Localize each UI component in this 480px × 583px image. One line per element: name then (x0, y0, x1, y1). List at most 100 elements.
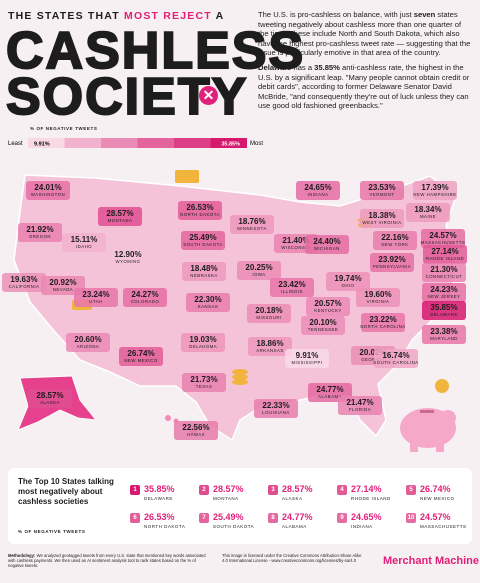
state-value: 21.30% (430, 265, 457, 274)
state-name: ARIZONA (77, 344, 100, 349)
top10-item: 7 25.49% SOUTH DAKOTA (199, 512, 267, 534)
state-name: CALIFORNIA (9, 284, 40, 289)
state-name: MONTANA (108, 218, 133, 223)
intro-run: has a (291, 62, 315, 72)
state-tile (98, 207, 142, 226)
state-value: 12.90% (114, 250, 141, 259)
state-value: 24.77% (316, 385, 343, 394)
state-tile (247, 304, 291, 323)
state-tile (413, 181, 457, 200)
state-name: ILLINOIS (281, 289, 303, 294)
top10-state: ALASKA (282, 496, 303, 501)
state-value: 26.74% (127, 349, 154, 358)
state-tile (356, 288, 400, 307)
rank-badge: 6 (130, 513, 140, 523)
intro-run: states tweeting negatively about cashles… (258, 10, 471, 58)
title-run: MOST REJECT (124, 10, 212, 22)
state-name: MISSOURI (256, 315, 281, 320)
state-value: 20.92% (49, 278, 76, 287)
top10-state: MONTANA (213, 496, 239, 501)
top10-item: 10 24.57% MASSACHUSETTS (406, 512, 474, 534)
rank-badge: 2 (199, 485, 209, 495)
top10-value: 24.65% (351, 512, 382, 522)
state-value: 19.74% (334, 274, 361, 283)
state-value: 19.03% (189, 335, 216, 344)
state-value: 24.65% (304, 183, 331, 192)
intro-run: 35.85% (314, 62, 340, 72)
state-tile (360, 181, 404, 200)
legend-min: 9.91% (34, 142, 50, 148)
intro-text: The U.S. is pro-cashless on balance, wit… (258, 10, 472, 116)
state-name: LOUISIANA (262, 410, 289, 415)
state-value: 16.74% (382, 351, 409, 360)
state-tile (181, 231, 225, 250)
top10-item: 3 28.57% ALASKA (268, 484, 336, 506)
methodology-label: Methodology: (8, 553, 36, 558)
state-tile (305, 235, 349, 254)
top10-state: NORTH DAKOTA (144, 524, 186, 529)
state-name: ARKANSAS (256, 348, 283, 353)
legend-title: % OF NEGATIVE TWEETS (30, 126, 98, 131)
rank-badge: 10 (406, 513, 416, 523)
state-tile (423, 245, 467, 264)
state-name: VIRGINIA (367, 299, 390, 304)
state-tile (361, 313, 405, 332)
state-name: MAINE (420, 214, 436, 219)
title-line: THE STATES THAT MOST REJECT A (8, 10, 224, 22)
state-name: SOUTH CAROLINA (373, 360, 418, 365)
state-name: CONNECTICUT (426, 274, 463, 279)
top10-item: 4 27.14% RHODE ISLAND (337, 484, 405, 506)
top10-state: INDIANA (351, 524, 373, 529)
state-tile (373, 231, 417, 250)
top10-value: 27.14% (351, 484, 382, 494)
state-value: 17.39% (421, 183, 448, 192)
state-name: RHODE ISLAND (426, 256, 464, 261)
state-tile (182, 262, 226, 281)
state-value: 23.24% (82, 290, 109, 299)
legend-swatch (174, 138, 211, 148)
state-tile (174, 421, 218, 440)
state-value: 35.85% (430, 303, 457, 312)
state-tile (370, 253, 414, 272)
state-value: 20.57% (314, 299, 341, 308)
state-value: 23.38% (430, 327, 457, 336)
state-name: UTAH (89, 299, 102, 304)
state-value: 23.92% (378, 255, 405, 264)
top10-state: NEW MEXICO (420, 496, 455, 501)
top10-state: DELAWARE (144, 496, 173, 501)
state-tile (421, 229, 465, 248)
top10-state: ALABAMA (282, 524, 307, 529)
state-name: HAWAII (187, 432, 205, 437)
intro-run: seven (413, 10, 436, 19)
state-name: OREGON (29, 234, 51, 239)
state-name: OKLAHOMA (189, 344, 217, 349)
state-tile (18, 223, 62, 242)
state-name: MISSISSIPPI (291, 360, 322, 365)
state-value: 24.27% (131, 290, 158, 299)
state-value: 18.48% (190, 264, 217, 273)
state-tile (186, 293, 230, 312)
state-name: NEW JERSEY (428, 294, 461, 299)
legend-max: 35.85% (221, 142, 240, 148)
top10-item: 8 24.77% ALABAMA (268, 512, 336, 534)
state-tile (374, 349, 418, 368)
state-name: WEST VIRGINIA (363, 220, 402, 225)
legend-swatch (210, 138, 247, 148)
state-name: NEW YORK (381, 242, 408, 247)
top10-item: 1 35.85% DELAWARE (130, 484, 198, 506)
state-value: 18.38% (368, 211, 395, 220)
legend-swatch (64, 138, 101, 148)
state-tile (230, 215, 274, 234)
state-tile (123, 288, 167, 307)
intro-run: anti-cashless rate, the highest in the U… (258, 62, 470, 111)
big-title: CASHLESS (5, 22, 306, 80)
state-name: ALABAMA (318, 394, 342, 399)
state-name: WISCONSIN (281, 245, 310, 250)
state-tile (338, 396, 382, 415)
state-value: 19.60% (364, 290, 391, 299)
state-value: 21.92% (26, 225, 53, 234)
x-icon: ✕ (199, 86, 218, 105)
state-tile (254, 399, 298, 418)
state-name: COLORADO (131, 299, 160, 304)
